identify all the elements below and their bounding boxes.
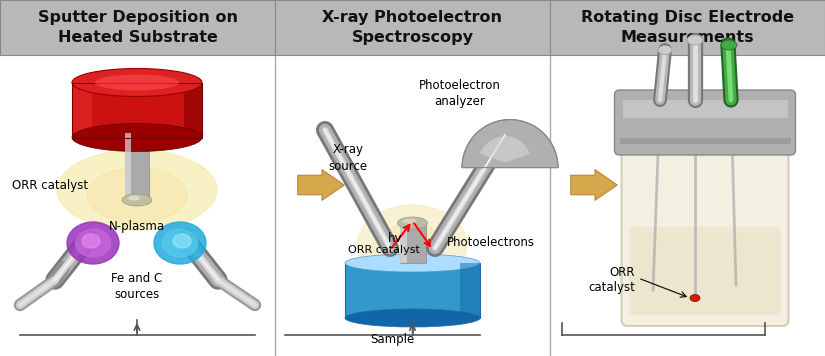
FancyArrowPatch shape bbox=[298, 170, 344, 200]
Text: Photoelectrons: Photoelectrons bbox=[447, 236, 535, 250]
Ellipse shape bbox=[403, 219, 417, 224]
FancyBboxPatch shape bbox=[629, 227, 780, 315]
Ellipse shape bbox=[398, 217, 427, 229]
Bar bbox=[550, 0, 825, 55]
FancyBboxPatch shape bbox=[615, 90, 795, 155]
Text: Sample: Sample bbox=[370, 333, 414, 346]
Ellipse shape bbox=[67, 222, 119, 264]
Ellipse shape bbox=[95, 74, 179, 90]
Bar bbox=[620, 138, 790, 144]
Ellipse shape bbox=[57, 150, 217, 230]
Text: Rotating Disc Electrode
Measurements: Rotating Disc Electrode Measurements bbox=[581, 10, 794, 44]
Ellipse shape bbox=[87, 168, 187, 222]
Ellipse shape bbox=[658, 46, 672, 54]
Text: ORR catalyst: ORR catalyst bbox=[12, 178, 88, 192]
Bar bbox=[399, 223, 407, 263]
Bar bbox=[634, 227, 776, 233]
Text: Photoelectron
analyzer: Photoelectron analyzer bbox=[419, 79, 501, 108]
Bar bbox=[460, 263, 480, 318]
Ellipse shape bbox=[721, 40, 737, 50]
Ellipse shape bbox=[173, 234, 191, 248]
FancyBboxPatch shape bbox=[72, 83, 202, 137]
Ellipse shape bbox=[128, 195, 140, 200]
FancyBboxPatch shape bbox=[125, 132, 131, 200]
Ellipse shape bbox=[72, 68, 202, 96]
Bar bbox=[399, 223, 426, 263]
Ellipse shape bbox=[357, 205, 467, 285]
Wedge shape bbox=[480, 136, 530, 163]
Ellipse shape bbox=[345, 254, 480, 272]
Ellipse shape bbox=[345, 309, 480, 327]
Text: Sputter Deposition on
Heated Substrate: Sputter Deposition on Heated Substrate bbox=[37, 10, 238, 44]
Text: X-ray Photoelectron
Spectroscopy: X-ray Photoelectron Spectroscopy bbox=[323, 10, 502, 44]
FancyBboxPatch shape bbox=[125, 132, 149, 200]
Ellipse shape bbox=[163, 229, 197, 257]
Text: hv: hv bbox=[388, 231, 403, 245]
Ellipse shape bbox=[687, 35, 703, 45]
FancyBboxPatch shape bbox=[72, 83, 92, 137]
FancyBboxPatch shape bbox=[184, 83, 202, 137]
FancyArrowPatch shape bbox=[571, 170, 617, 200]
Ellipse shape bbox=[154, 222, 206, 264]
Bar bbox=[275, 0, 550, 55]
Text: X-ray
source: X-ray source bbox=[328, 143, 368, 173]
Ellipse shape bbox=[382, 222, 442, 267]
Ellipse shape bbox=[82, 234, 100, 248]
Text: N-plasma: N-plasma bbox=[109, 220, 165, 233]
Bar bbox=[0, 0, 275, 55]
FancyBboxPatch shape bbox=[621, 139, 789, 326]
Ellipse shape bbox=[76, 229, 111, 257]
Text: ORR catalyst: ORR catalyst bbox=[348, 245, 420, 255]
Wedge shape bbox=[462, 120, 558, 168]
Ellipse shape bbox=[72, 124, 202, 152]
Text: ORR
catalyst: ORR catalyst bbox=[588, 266, 635, 294]
Ellipse shape bbox=[122, 194, 152, 206]
Ellipse shape bbox=[690, 294, 700, 302]
Bar bbox=[345, 263, 480, 318]
Bar bbox=[623, 100, 788, 118]
Text: Fe and C
sources: Fe and C sources bbox=[111, 272, 163, 301]
